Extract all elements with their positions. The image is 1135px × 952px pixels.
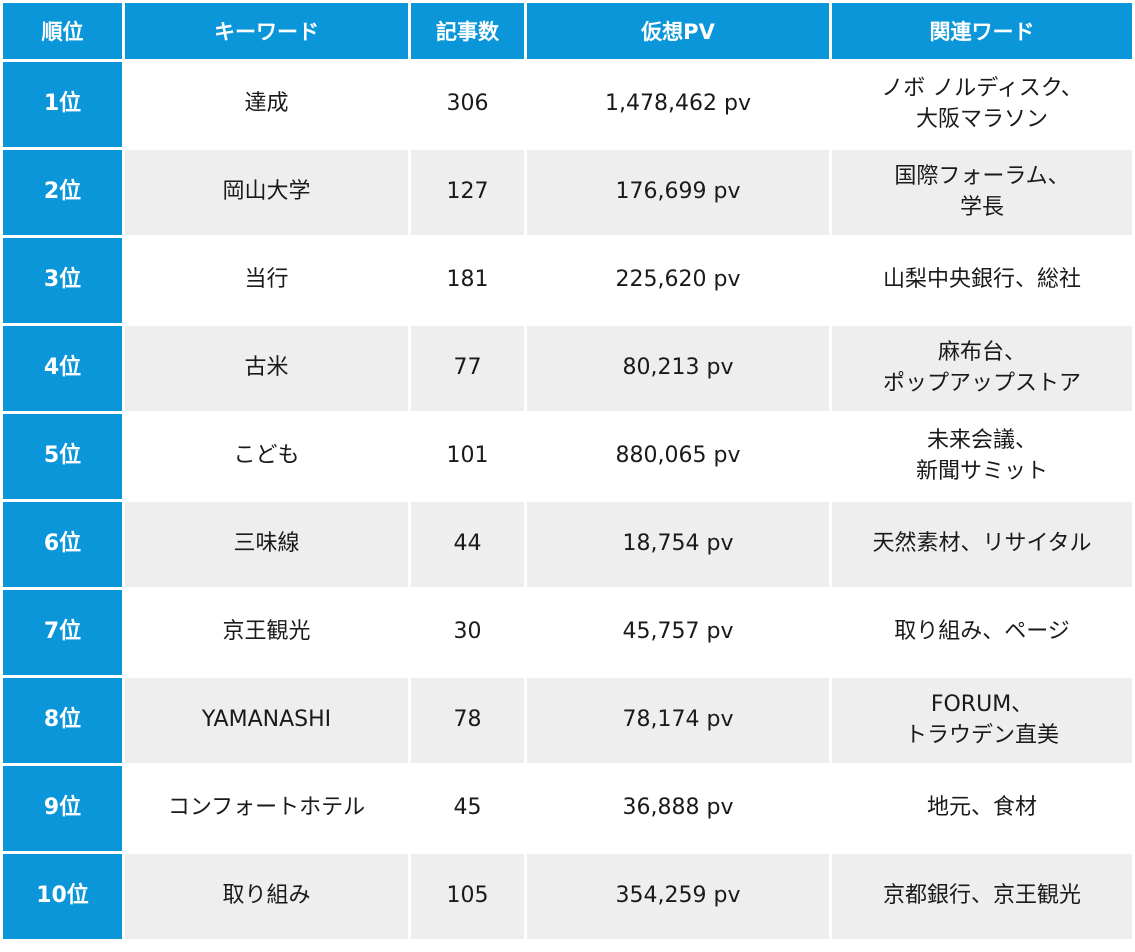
pv-cell: 880,065 pv bbox=[527, 414, 829, 499]
header-related: 関連ワード bbox=[832, 3, 1132, 59]
related-cell: ノボ ノルディスク、 大阪マラソン bbox=[832, 62, 1132, 147]
rank-cell: 8位 bbox=[3, 678, 122, 763]
articles-cell: 101 bbox=[411, 414, 524, 499]
articles-cell: 306 bbox=[411, 62, 524, 147]
header-keyword: キーワード bbox=[125, 3, 408, 59]
articles-cell: 181 bbox=[411, 238, 524, 323]
pv-cell: 45,757 pv bbox=[527, 590, 829, 675]
keyword-cell: YAMANASHI bbox=[125, 678, 408, 763]
rank-cell: 10位 bbox=[3, 854, 122, 939]
rank-cell: 7位 bbox=[3, 590, 122, 675]
keyword-cell: 京王観光 bbox=[125, 590, 408, 675]
articles-cell: 78 bbox=[411, 678, 524, 763]
keyword-cell: 古米 bbox=[125, 326, 408, 411]
related-line: 大阪マラソン bbox=[915, 106, 1048, 132]
related-cell: 麻布台、ポップアップストア bbox=[832, 326, 1132, 411]
rank-cell: 2位 bbox=[3, 150, 122, 235]
header-articles: 記事数 bbox=[411, 3, 524, 59]
related-cell: 未来会議、新聞サミット bbox=[832, 414, 1132, 499]
table-row: 4位 古米 77 80,213 pv 麻布台、ポップアップストア bbox=[3, 326, 1132, 411]
related-line: 取り組み、ページ bbox=[894, 619, 1070, 645]
keyword-cell: 取り組み bbox=[125, 854, 408, 939]
table-row: 2位 岡山大学 127 176,699 pv 国際フォーラム、 学長 bbox=[3, 150, 1132, 235]
related-line: 山梨中央銀行、総社 bbox=[882, 267, 1081, 293]
pv-cell: 225,620 pv bbox=[527, 238, 829, 323]
pv-cell: 36,888 pv bbox=[527, 766, 829, 851]
rank-cell: 6位 bbox=[3, 502, 122, 587]
articles-cell: 45 bbox=[411, 766, 524, 851]
related-line: ポップアップストア bbox=[882, 370, 1081, 396]
table-row: 3位 当行 181 225,620 pv 山梨中央銀行、総社 bbox=[3, 238, 1132, 323]
keyword-cell: 岡山大学 bbox=[125, 150, 408, 235]
keyword-cell: 三味線 bbox=[125, 502, 408, 587]
pv-cell: 18,754 pv bbox=[527, 502, 829, 587]
rank-cell: 1位 bbox=[3, 62, 122, 147]
related-cell: 京都銀行、京王観光 bbox=[832, 854, 1132, 939]
articles-cell: 127 bbox=[411, 150, 524, 235]
header-row: 順位 キーワード 記事数 仮想PV 関連ワード bbox=[3, 3, 1132, 59]
related-line: 麻布台、 bbox=[937, 340, 1026, 366]
related-cell: 山梨中央銀行、総社 bbox=[832, 238, 1132, 323]
related-line: 京都銀行、京王観光 bbox=[882, 883, 1081, 909]
table-row: 9位 コンフォートホテル 45 36,888 pv 地元、食材 bbox=[3, 766, 1132, 851]
rank-cell: 4位 bbox=[3, 326, 122, 411]
table-row: 5位 こども 101 880,065 pv 未来会議、新聞サミット bbox=[3, 414, 1132, 499]
articles-cell: 77 bbox=[411, 326, 524, 411]
related-line: ノボ ノルディスク、 bbox=[881, 76, 1083, 102]
table-row: 8位 YAMANASHI 78 78,174 pv FORUM、 トラウデン直美 bbox=[3, 678, 1132, 763]
pv-cell: 354,259 pv bbox=[527, 854, 829, 939]
related-line: 国際フォーラム、 bbox=[894, 164, 1070, 190]
header-rank: 順位 bbox=[3, 3, 122, 59]
table-row: 6位 三味線 44 18,754 pv 天然素材、リサイタル bbox=[3, 502, 1132, 587]
related-cell: FORUM、 トラウデン直美 bbox=[832, 678, 1132, 763]
articles-cell: 105 bbox=[411, 854, 524, 939]
articles-cell: 30 bbox=[411, 590, 524, 675]
pv-cell: 80,213 pv bbox=[527, 326, 829, 411]
related-line: 地元、食材 bbox=[926, 795, 1037, 821]
related-line: トラウデン直美 bbox=[904, 722, 1059, 748]
keyword-cell: コンフォートホテル bbox=[125, 766, 408, 851]
keyword-cell: こども bbox=[125, 414, 408, 499]
related-cell: 天然素材、リサイタル bbox=[832, 502, 1132, 587]
keyword-cell: 達成 bbox=[125, 62, 408, 147]
rank-cell: 9位 bbox=[3, 766, 122, 851]
related-cell: 地元、食材 bbox=[832, 766, 1132, 851]
table-row: 1位 達成 306 1,478,462 pv ノボ ノルディスク、 大阪マラソン bbox=[3, 62, 1132, 147]
header-pv: 仮想PV bbox=[527, 3, 829, 59]
keyword-cell: 当行 bbox=[125, 238, 408, 323]
rank-cell: 3位 bbox=[3, 238, 122, 323]
related-line: 未来会議、 bbox=[926, 428, 1037, 454]
rank-cell: 5位 bbox=[3, 414, 122, 499]
pv-cell: 1,478,462 pv bbox=[527, 62, 829, 147]
related-line: FORUM、 bbox=[930, 692, 1034, 718]
pv-cell: 176,699 pv bbox=[527, 150, 829, 235]
related-cell: 取り組み、ページ bbox=[832, 590, 1132, 675]
table-row: 10位 取り組み 105 354,259 pv 京都銀行、京王観光 bbox=[3, 854, 1132, 939]
related-line: 天然素材、リサイタル bbox=[872, 531, 1092, 557]
related-line: 新聞サミット bbox=[915, 458, 1048, 484]
articles-cell: 44 bbox=[411, 502, 524, 587]
table-row: 7位 京王観光 30 45,757 pv 取り組み、ページ bbox=[3, 590, 1132, 675]
pv-cell: 78,174 pv bbox=[527, 678, 829, 763]
related-line: 学長 bbox=[959, 194, 1004, 220]
related-cell: 国際フォーラム、 学長 bbox=[832, 150, 1132, 235]
